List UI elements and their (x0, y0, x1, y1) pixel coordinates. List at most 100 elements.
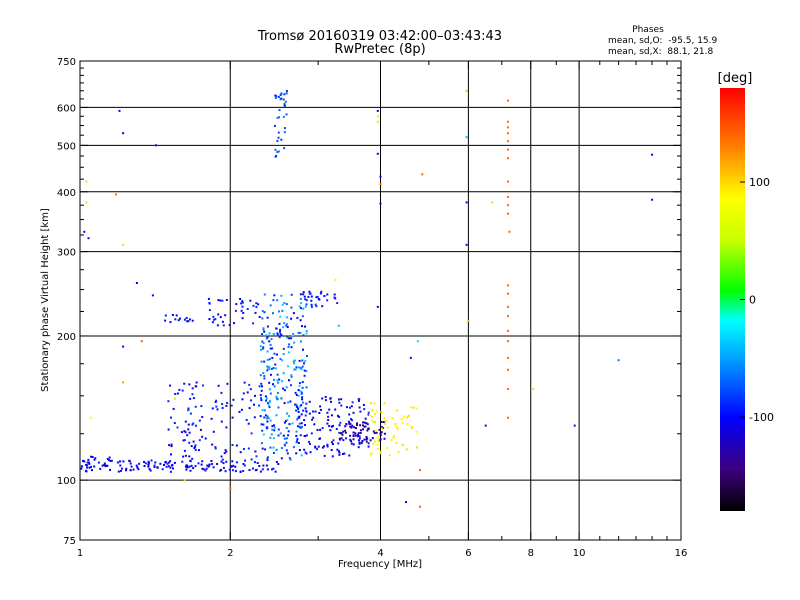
data-point (109, 460, 112, 462)
data-point (285, 386, 288, 389)
data-point (241, 300, 244, 303)
data-point (246, 308, 249, 310)
data-point (465, 136, 468, 139)
data-point (309, 292, 312, 295)
data-point (316, 295, 319, 298)
data-point (327, 415, 330, 418)
data-point (285, 449, 288, 452)
data-point (365, 435, 368, 438)
data-point (169, 466, 172, 469)
data-point (262, 347, 265, 350)
data-point (287, 430, 290, 433)
data-point (351, 424, 354, 427)
data-point (326, 443, 329, 446)
data-point (301, 381, 304, 383)
data-point (181, 460, 184, 463)
data-point (405, 501, 407, 504)
data-point (86, 461, 89, 464)
data-point (287, 365, 290, 368)
data-point (185, 468, 188, 471)
data-point (210, 460, 213, 462)
data-point (506, 140, 509, 143)
data-point (300, 307, 302, 310)
data-point (352, 431, 355, 434)
data-point (358, 442, 361, 445)
data-point (264, 409, 266, 412)
data-point (258, 404, 261, 407)
data-point (188, 431, 191, 434)
data-point (330, 425, 333, 428)
data-point (192, 422, 195, 425)
data-point (357, 432, 360, 435)
data-point (183, 449, 186, 452)
data-point (140, 340, 143, 343)
data-point (303, 374, 306, 377)
data-point (85, 180, 88, 183)
data-point (226, 382, 229, 385)
data-point (318, 412, 321, 414)
data-point (362, 428, 364, 431)
data-point (321, 305, 324, 308)
data-point (202, 384, 204, 387)
data-point (187, 409, 190, 412)
data-point (242, 463, 245, 465)
data-point (260, 348, 263, 351)
data-point (265, 464, 268, 467)
data-point (277, 428, 280, 431)
data-point (188, 455, 191, 458)
data-point (386, 426, 389, 429)
data-point (357, 439, 360, 442)
data-point (315, 305, 318, 308)
data-point (338, 416, 341, 418)
data-point (305, 434, 308, 437)
data-point (169, 460, 172, 463)
data-point (220, 420, 223, 423)
data-point (298, 425, 301, 428)
data-point (132, 468, 135, 471)
data-point (484, 424, 487, 427)
data-point (299, 367, 302, 369)
data-point (290, 384, 292, 387)
grid (80, 61, 681, 540)
data-point (182, 455, 185, 458)
data-point (312, 416, 315, 419)
data-point (261, 317, 264, 320)
data-point (219, 316, 222, 319)
data-point (298, 382, 301, 385)
data-point (419, 469, 421, 471)
data-point (300, 368, 303, 371)
data-point (266, 316, 269, 319)
data-point (266, 468, 269, 471)
data-point (269, 347, 272, 350)
data-point (213, 318, 216, 321)
data-point (296, 440, 298, 443)
data-point (276, 392, 279, 394)
data-point (262, 433, 265, 436)
data-point (80, 467, 83, 470)
y-tick-label: 75 (63, 536, 76, 547)
data-point (184, 431, 187, 434)
data-point (409, 406, 412, 409)
data-point (164, 460, 167, 463)
data-point (301, 325, 303, 328)
data-point (373, 402, 376, 405)
data-point (270, 338, 273, 341)
data-point (295, 409, 298, 412)
data-point (241, 301, 244, 304)
data-point (286, 419, 289, 422)
data-point (265, 397, 268, 400)
data-point (242, 470, 245, 472)
data-point (298, 305, 301, 308)
data-point (90, 455, 93, 458)
data-point (390, 438, 393, 441)
data-point (396, 426, 398, 429)
data-point (506, 284, 509, 287)
data-point (351, 419, 353, 422)
data-point (295, 404, 298, 407)
data-point (268, 401, 271, 404)
data-point (299, 426, 302, 429)
data-point (154, 461, 157, 464)
data-point (506, 180, 509, 183)
data-point (278, 116, 280, 119)
data-point (239, 451, 242, 454)
